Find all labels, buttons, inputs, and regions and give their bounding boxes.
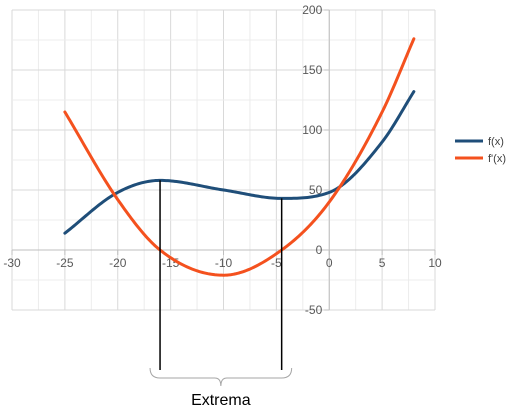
x-tick-label: -5 xyxy=(271,256,282,270)
y-tick-label: -50 xyxy=(305,303,323,317)
x-tick-label: -25 xyxy=(56,256,74,270)
x-tick-label: 5 xyxy=(379,256,386,270)
x-tick-label: 0 xyxy=(326,256,333,270)
legend-label: f(x) xyxy=(488,136,504,148)
legend-label: f'(x) xyxy=(488,153,506,165)
extrema-label: Extrema xyxy=(191,392,251,409)
legend: f(x) f'(x) xyxy=(455,136,506,165)
x-tick-label: -20 xyxy=(109,256,127,270)
series-line-fprime xyxy=(63,37,416,277)
x-tick-label: -30 xyxy=(3,256,21,270)
series-lines xyxy=(63,37,416,277)
extrema-brace xyxy=(149,367,293,387)
series-line-fx xyxy=(63,90,416,235)
y-tick-label: 0 xyxy=(316,243,323,257)
x-tick-label: 10 xyxy=(428,256,442,270)
y-tick-label: 150 xyxy=(302,63,322,77)
extrema-annotation: Extrema xyxy=(149,180,293,409)
y-tick-label: 200 xyxy=(302,3,322,17)
y-tick-label: 50 xyxy=(309,183,323,197)
x-tick-label: -10 xyxy=(215,256,233,270)
y-tick-label: 100 xyxy=(302,123,322,137)
axes xyxy=(11,9,436,311)
